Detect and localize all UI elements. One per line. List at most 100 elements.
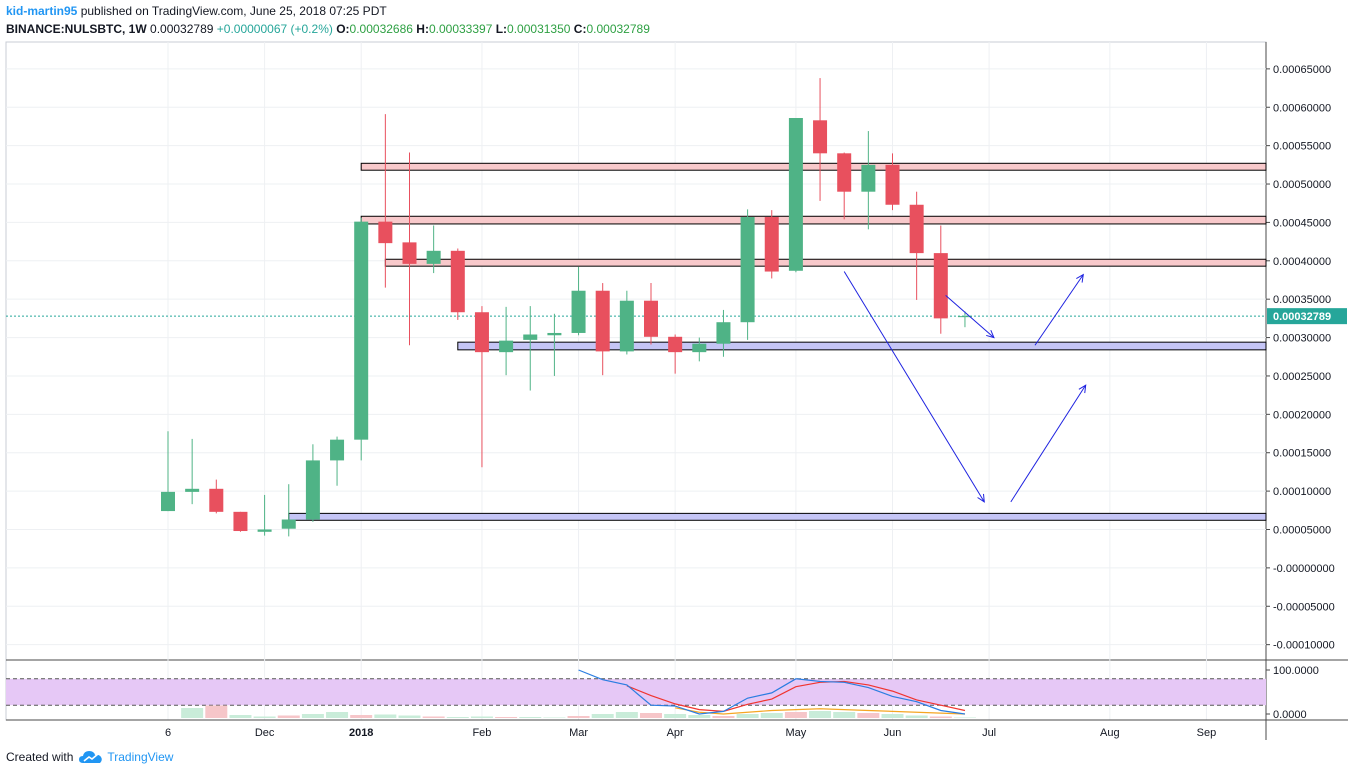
volume-bar [929, 716, 952, 718]
candle-body [571, 290, 586, 333]
tradingview-cloud-icon [79, 751, 103, 763]
volume-bar [543, 717, 566, 718]
volume-bar [833, 712, 856, 718]
price-tick-label: 0.00045000 [1273, 217, 1331, 229]
price-tick-label: 0.00055000 [1273, 141, 1331, 153]
price-tick-label: 0.00050000 [1273, 179, 1331, 191]
candle-body [305, 460, 320, 520]
author-link[interactable]: kid-martin95 [6, 4, 78, 18]
candle-body [957, 316, 972, 318]
volume-bar [446, 717, 469, 718]
price-tick-label: 0.00040000 [1273, 256, 1331, 268]
volume-bar [567, 716, 590, 718]
trend-arrow-head [986, 330, 995, 339]
price-change: +0.00000067 (+0.2%) [216, 22, 333, 36]
resistance-zone [360, 162, 1267, 171]
candle-body [499, 340, 514, 353]
resistance-zone [360, 215, 1267, 225]
price-tick-label: 0.00015000 [1273, 448, 1331, 460]
volume-bar [181, 708, 204, 718]
trend-arrow [1034, 274, 1084, 346]
candle-body [861, 164, 876, 192]
oscillator-tick-label: 0.0000 [1273, 709, 1307, 721]
candle-body [885, 164, 900, 205]
volume-bar [857, 713, 880, 718]
symbol-legend: BINANCE:NULSBTC, 1W 0.00032789 +0.000000… [6, 22, 650, 36]
candle-body [716, 322, 731, 344]
trend-arrow-head [977, 493, 985, 503]
candle-body [233, 511, 248, 532]
candle-body [740, 217, 755, 323]
volume-bar [712, 716, 735, 718]
volume-bar [350, 715, 373, 718]
volume-bar [953, 717, 976, 718]
candle-body [474, 312, 489, 353]
candle-body [281, 519, 296, 529]
candle-body [185, 488, 200, 492]
time-tick-label: Dec [255, 727, 275, 739]
candle-body [378, 221, 393, 244]
close-value: 0.00032789 [586, 22, 650, 36]
last-price-label-box [1267, 308, 1347, 325]
tradingview-brand[interactable]: TradingView [79, 750, 173, 764]
time-tick-label: May [786, 727, 807, 739]
volume-bar [591, 714, 614, 718]
candle-body [450, 250, 465, 313]
time-tick-label: Jul [982, 727, 996, 739]
candle-body [813, 120, 828, 154]
tradingview-brand-label: TradingView [107, 750, 174, 764]
symbol-name[interactable]: BINANCE:NULSBTC, 1W [6, 22, 147, 36]
volume-bar [809, 711, 832, 718]
volume-bar [301, 714, 324, 718]
candle-body [668, 336, 683, 353]
candle-body [547, 332, 562, 336]
candle-body [837, 153, 852, 192]
candle-body [619, 300, 634, 352]
volume-bar [229, 715, 252, 718]
candle-body [933, 253, 948, 319]
open-label: O: [336, 22, 350, 36]
candle-body [330, 439, 345, 461]
resistance-zone [384, 258, 1267, 267]
oscillator-line-red [626, 680, 966, 712]
time-tick-label: 2018 [349, 727, 373, 739]
footer: Created with TradingView [6, 750, 173, 764]
published-text: published on TradingView.com, June 25, 2… [80, 4, 387, 18]
volume-bar [398, 715, 421, 718]
price-tick-label: 0.00065000 [1273, 64, 1331, 76]
volume-bar [615, 712, 638, 718]
price-tick-label: 0.00010000 [1273, 486, 1331, 498]
candle-body [257, 529, 272, 532]
high-value: 0.00033397 [428, 22, 493, 36]
support-zone [288, 512, 1267, 521]
support-zone [457, 341, 1267, 351]
low-label: L: [495, 22, 508, 36]
oscillator-tick-label: 100.0000 [1273, 665, 1319, 677]
price-tick-label: 0.00005000 [1273, 524, 1331, 536]
volume-bar [519, 717, 542, 718]
volume-bar [784, 712, 807, 718]
volume-bar [905, 715, 928, 718]
candle-body [426, 250, 441, 264]
candle-body [644, 300, 658, 337]
close-label: C: [573, 22, 587, 36]
candle-body [764, 217, 779, 272]
candle-body [161, 491, 175, 512]
candle-body [523, 334, 538, 340]
time-tick-label: Feb [472, 727, 491, 739]
trend-arrow [843, 271, 985, 503]
last-price-label: 0.00032789 [1273, 311, 1331, 323]
volume-bar [881, 714, 904, 718]
time-tick-label: Jun [884, 727, 902, 739]
candle-body [909, 204, 924, 254]
price-chart[interactable]: 6 Dec 2018 Feb Mar Apr May Jun Jul Aug Sep 0.000650… [0, 0, 1348, 745]
volume-bar [422, 716, 445, 718]
price-tick-label: 0.00035000 [1273, 294, 1331, 306]
publish-info: kid-martin95 published on TradingView.co… [6, 4, 387, 18]
volume-bar [760, 713, 783, 718]
volume-bar [374, 714, 397, 718]
time-tick-label: Apr [667, 727, 684, 739]
candle-body [595, 290, 610, 352]
volume-bar [736, 714, 759, 718]
high-label: H: [416, 22, 429, 36]
